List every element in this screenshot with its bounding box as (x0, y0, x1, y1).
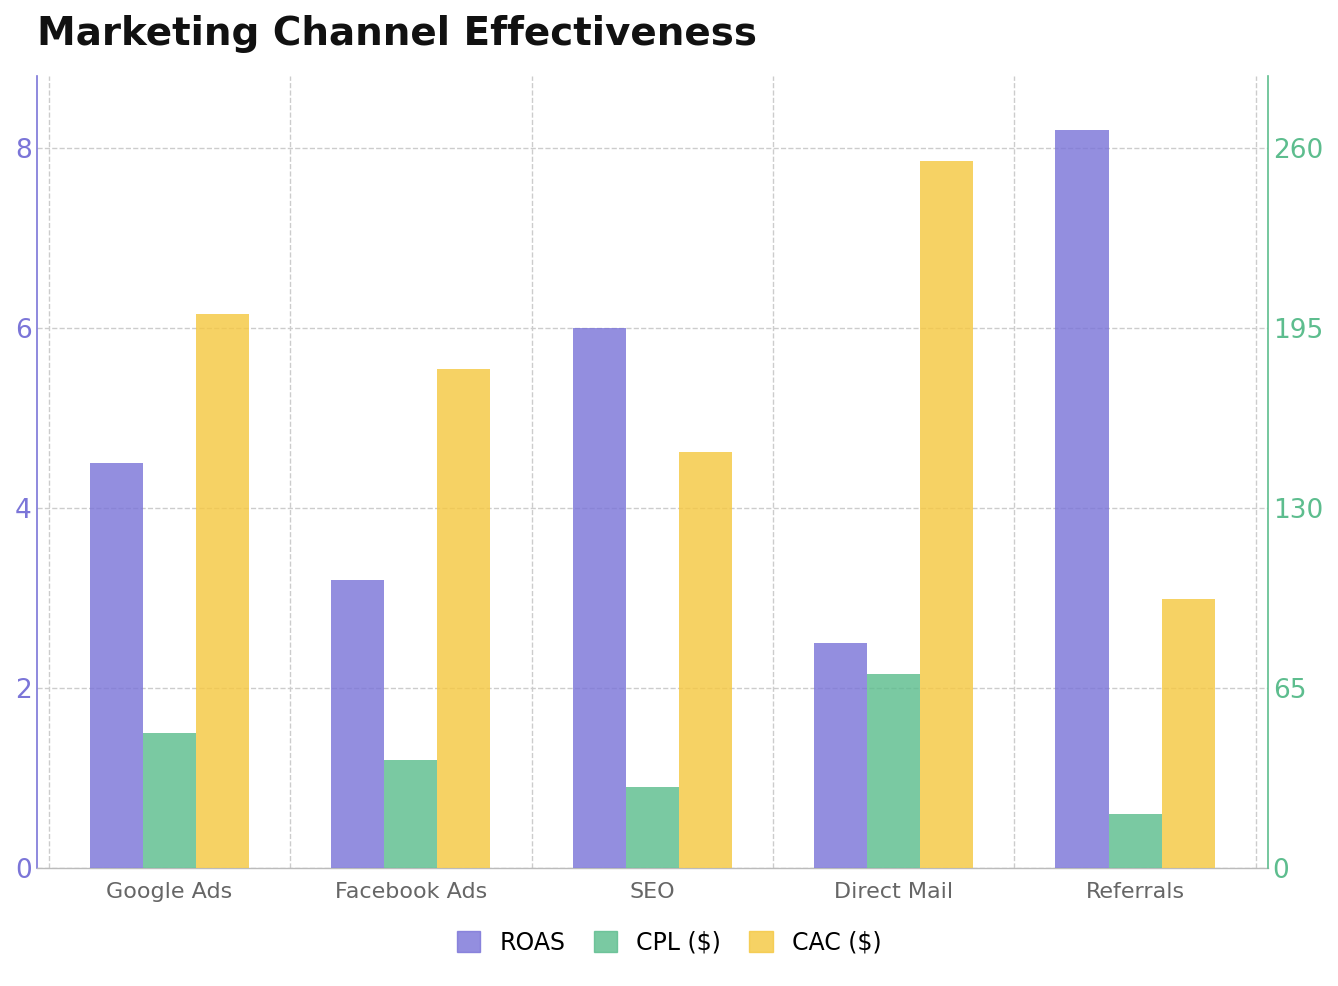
Bar (143, 733, 195, 868)
Bar (1161, 599, 1215, 868)
Legend: ROAS, CPL ($), CAC ($): ROAS, CPL ($), CAC ($) (447, 922, 891, 964)
Bar (921, 162, 973, 868)
Bar (1109, 814, 1161, 868)
Bar (195, 314, 249, 868)
Bar (1056, 129, 1109, 868)
Bar (867, 674, 921, 868)
Bar (90, 462, 143, 868)
Bar (678, 453, 732, 868)
Bar (438, 370, 491, 868)
Text: Marketing Channel Effectiveness: Marketing Channel Effectiveness (36, 15, 756, 53)
Bar (573, 327, 626, 868)
Bar (384, 760, 438, 868)
Bar (814, 643, 867, 868)
Bar (626, 787, 678, 868)
Bar (330, 580, 384, 868)
